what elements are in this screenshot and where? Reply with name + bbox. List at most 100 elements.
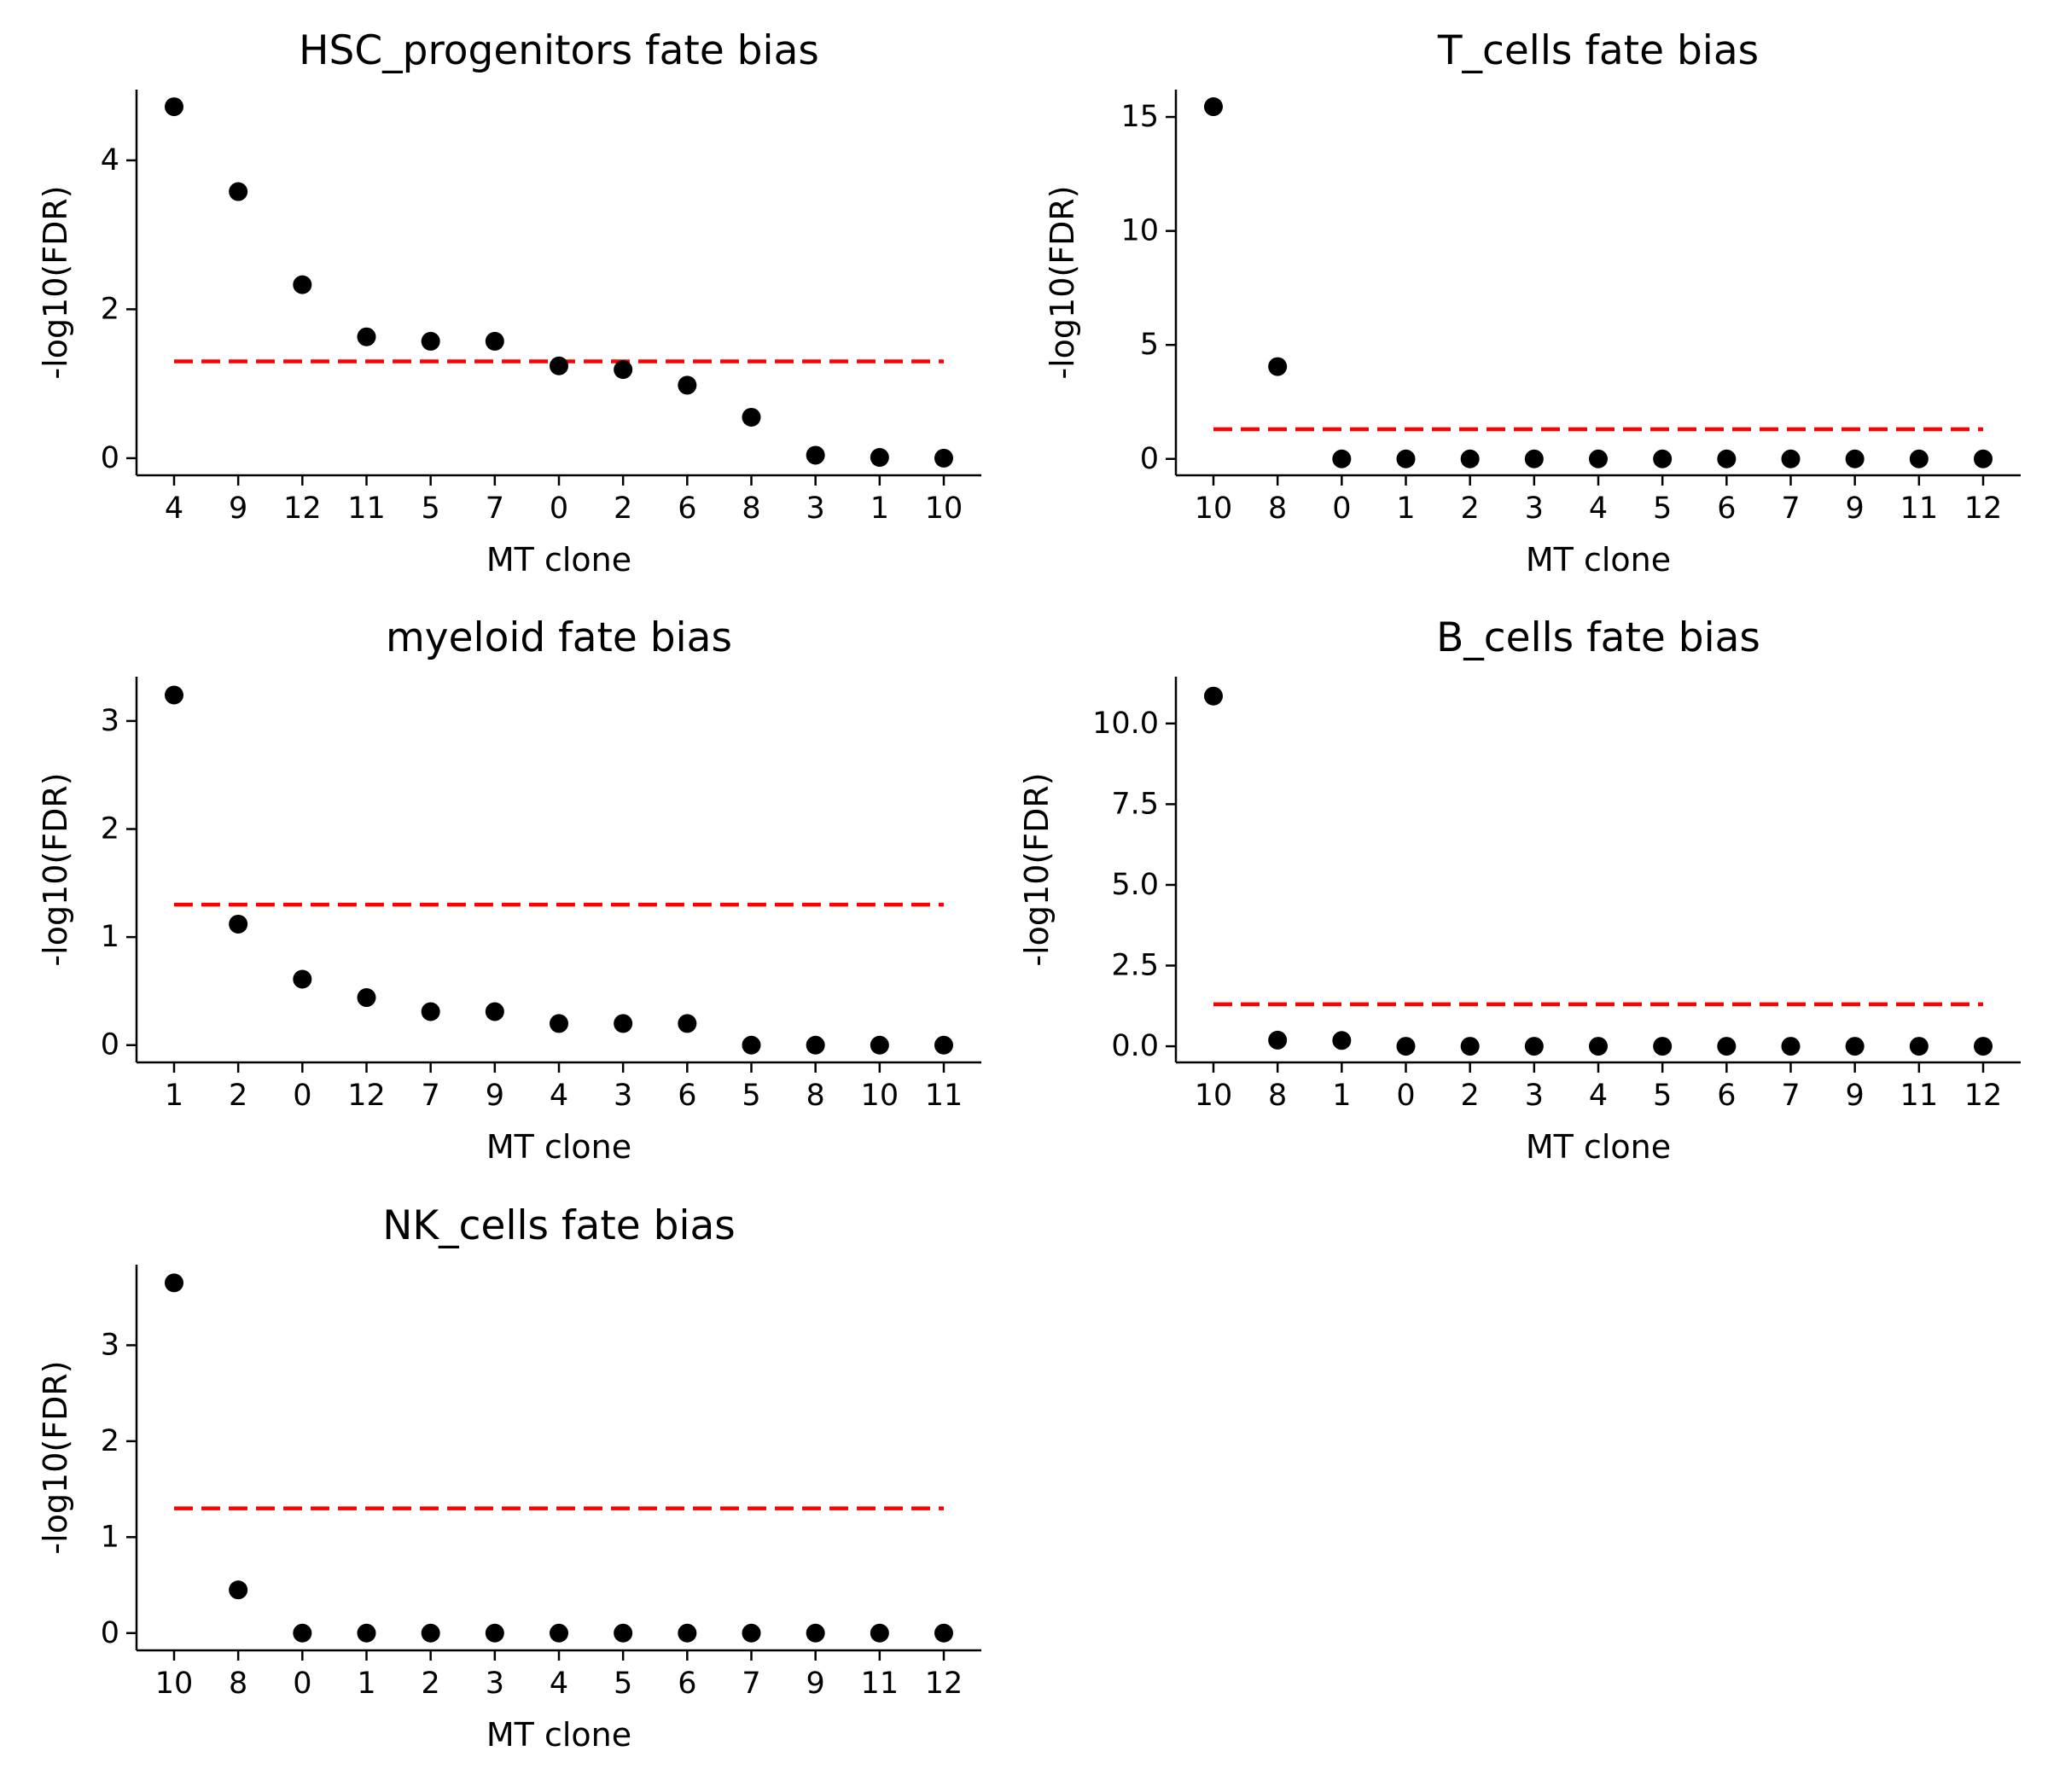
x-tick-label: 6 bbox=[1717, 492, 1736, 526]
data-point bbox=[614, 360, 633, 380]
chart-title: T_cells fate bias bbox=[1437, 27, 1759, 74]
x-tick-label: 10 bbox=[155, 1667, 194, 1701]
data-point bbox=[1204, 97, 1223, 117]
data-point bbox=[1781, 1037, 1801, 1056]
x-tick-label: 8 bbox=[229, 1667, 247, 1701]
x-tick-label: 5 bbox=[1653, 492, 1672, 526]
x-tick-label: 2 bbox=[1461, 1079, 1480, 1113]
y-tick-label: 2 bbox=[101, 812, 119, 847]
data-point bbox=[742, 407, 761, 427]
data-point bbox=[421, 1002, 440, 1021]
data-point bbox=[1332, 1031, 1352, 1050]
x-tick-label: 5 bbox=[422, 492, 440, 526]
data-point bbox=[229, 182, 248, 201]
data-point bbox=[1717, 1037, 1737, 1056]
x-axis-label: MT clone bbox=[1526, 541, 1671, 579]
x-axis-label: MT clone bbox=[1526, 1128, 1671, 1166]
x-tick-label: 6 bbox=[678, 1667, 696, 1701]
data-point bbox=[934, 1623, 953, 1643]
data-point bbox=[1781, 449, 1801, 468]
data-point bbox=[550, 356, 568, 375]
x-tick-label: 3 bbox=[1525, 492, 1544, 526]
data-point bbox=[1524, 449, 1544, 468]
data-point bbox=[1268, 1030, 1288, 1050]
x-tick-label: 10 bbox=[1195, 492, 1233, 526]
x-tick-label: 3 bbox=[1525, 1079, 1544, 1113]
data-point bbox=[678, 375, 697, 395]
data-point bbox=[806, 1035, 825, 1055]
y-tick-label: 7.5 bbox=[1111, 787, 1159, 821]
data-point bbox=[806, 445, 825, 465]
data-point bbox=[550, 1014, 568, 1033]
x-tick-label: 7 bbox=[422, 1079, 440, 1113]
x-tick-label: 4 bbox=[550, 1667, 568, 1701]
data-point bbox=[1653, 1037, 1673, 1056]
y-tick-label: 5 bbox=[1140, 328, 1159, 362]
x-axis-label: MT clone bbox=[486, 1128, 631, 1166]
data-point bbox=[1845, 449, 1865, 468]
x-tick-label: 10 bbox=[1195, 1079, 1233, 1113]
data-point bbox=[229, 914, 248, 934]
x-tick-label: 1 bbox=[1332, 1079, 1351, 1113]
x-tick-label: 1 bbox=[357, 1667, 375, 1701]
x-tick-label: 5 bbox=[742, 1079, 760, 1113]
x-axis-label: MT clone bbox=[486, 1716, 631, 1754]
x-tick-label: 4 bbox=[1589, 492, 1608, 526]
y-tick-label: 1 bbox=[101, 920, 119, 954]
x-tick-label: 6 bbox=[1717, 1079, 1736, 1113]
x-tick-label: 4 bbox=[1589, 1079, 1608, 1113]
data-point bbox=[742, 1623, 761, 1643]
data-point bbox=[678, 1014, 697, 1033]
x-tick-label: 12 bbox=[283, 492, 322, 526]
y-tick-label: 3 bbox=[101, 704, 119, 738]
x-tick-label: 12 bbox=[347, 1079, 386, 1113]
x-tick-label: 1 bbox=[870, 492, 889, 526]
data-point bbox=[229, 1580, 248, 1600]
x-tick-label: 9 bbox=[1846, 492, 1865, 526]
data-point bbox=[293, 969, 312, 989]
x-tick-label: 0 bbox=[1332, 492, 1351, 526]
y-tick-label: 2.5 bbox=[1111, 949, 1159, 983]
data-point bbox=[806, 1623, 825, 1643]
x-tick-label: 5 bbox=[614, 1667, 632, 1701]
x-tick-label: 2 bbox=[614, 492, 632, 526]
x-tick-label: 4 bbox=[165, 492, 183, 526]
chart-title: myeloid fate bias bbox=[386, 614, 732, 661]
y-tick-label: 3 bbox=[101, 1328, 119, 1362]
data-point bbox=[293, 1623, 312, 1643]
y-tick-label: 10 bbox=[1120, 214, 1159, 248]
x-axis-label: MT clone bbox=[486, 541, 631, 579]
y-axis-label: -log10(FDR) bbox=[37, 772, 74, 966]
x-tick-label: 2 bbox=[229, 1079, 247, 1113]
data-point bbox=[421, 1623, 440, 1643]
x-tick-label: 11 bbox=[925, 1079, 963, 1113]
x-tick-label: 6 bbox=[678, 1079, 696, 1113]
data-point bbox=[742, 1035, 761, 1055]
data-point bbox=[357, 988, 376, 1008]
y-axis-label: -log10(FDR) bbox=[37, 185, 74, 379]
x-tick-label: 7 bbox=[742, 1667, 760, 1701]
x-tick-label: 8 bbox=[742, 492, 760, 526]
data-point bbox=[614, 1623, 633, 1643]
y-tick-label: 1 bbox=[101, 1520, 119, 1554]
y-tick-label: 5.0 bbox=[1111, 868, 1159, 902]
data-point bbox=[870, 1623, 889, 1643]
data-point bbox=[357, 1623, 376, 1643]
y-axis-label: -log10(FDR) bbox=[1044, 185, 1081, 379]
x-tick-label: 12 bbox=[925, 1667, 963, 1701]
x-tick-label: 11 bbox=[347, 492, 386, 526]
data-point bbox=[1332, 449, 1352, 468]
x-tick-label: 0 bbox=[1396, 1079, 1415, 1113]
data-point bbox=[165, 685, 183, 705]
y-axis-label: -log10(FDR) bbox=[1018, 772, 1056, 966]
x-tick-label: 9 bbox=[1846, 1079, 1865, 1113]
x-tick-label: 4 bbox=[550, 1079, 568, 1113]
chart-title: HSC_progenitors fate bias bbox=[299, 27, 819, 74]
data-point bbox=[165, 97, 183, 117]
x-tick-label: 7 bbox=[1781, 1079, 1800, 1113]
data-point bbox=[870, 1035, 889, 1055]
data-point bbox=[614, 1014, 633, 1033]
